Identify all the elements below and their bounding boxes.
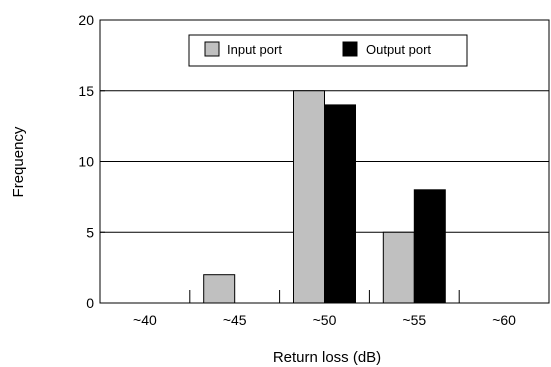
legend-box — [188, 34, 468, 67]
y-axis-title: Frequency — [10, 126, 27, 197]
legend-swatch-output-port — [342, 41, 358, 57]
x-tick-label: ~55 — [402, 312, 426, 328]
y-tick-label: 0 — [86, 295, 94, 311]
y-tick-label: 15 — [78, 83, 94, 99]
y-tick-label: 5 — [86, 224, 94, 240]
y-tick-label: 10 — [78, 154, 94, 170]
bars — [203, 90, 446, 304]
x-tick-label: ~40 — [133, 312, 157, 328]
bar-input-port-2 — [293, 90, 325, 304]
legend-label-output-port: Output port — [366, 42, 431, 57]
x-axis-title: Return loss (dB) — [273, 349, 381, 366]
x-tick-labels: ~40 ~45 ~50 ~55 ~60 — [133, 312, 516, 328]
axes — [99, 19, 550, 304]
bar-output-port-2 — [324, 104, 356, 304]
legend-label-input-port: Input port — [227, 42, 282, 57]
legend-swatch-input-port — [204, 41, 220, 57]
bar-input-port-3 — [382, 231, 415, 304]
y-tick-labels: 0 5 10 15 20 — [78, 12, 94, 311]
y-tick-label: 20 — [78, 12, 94, 28]
x-tick-label: ~60 — [492, 312, 516, 328]
x-tick-label: ~45 — [223, 312, 247, 328]
bar-output-port-3 — [413, 189, 446, 304]
x-tick-label: ~50 — [313, 312, 337, 328]
bar-input-port-1 — [203, 274, 236, 304]
legend: Input port Output port — [188, 34, 468, 67]
